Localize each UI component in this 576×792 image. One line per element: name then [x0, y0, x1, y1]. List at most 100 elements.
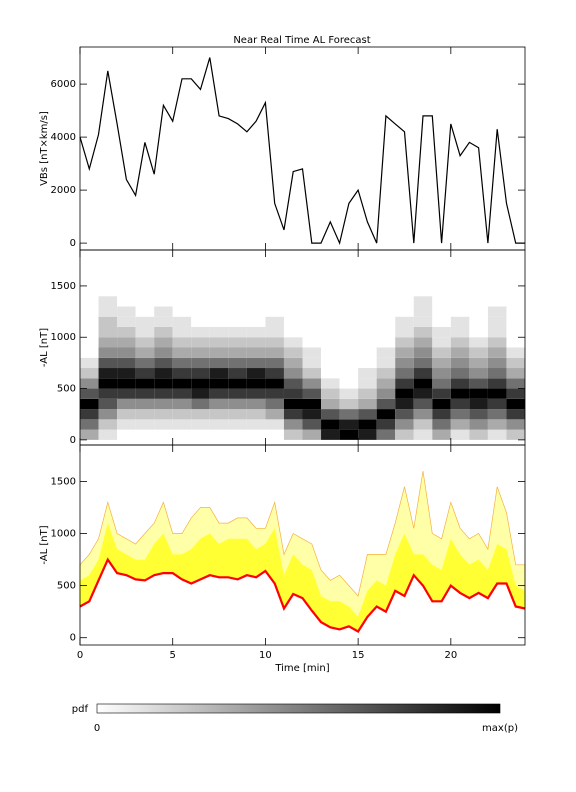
pdf-cell	[506, 378, 525, 389]
pdf-cell	[413, 347, 433, 358]
pdf-cell	[321, 409, 340, 420]
pdf-cell	[487, 409, 507, 420]
pdf-cell	[246, 398, 266, 410]
pdf-cell	[469, 357, 488, 369]
pdf-cell	[376, 347, 396, 358]
pdf-cell	[339, 326, 359, 338]
pdf-cell	[98, 296, 118, 307]
pdf-cell	[450, 285, 470, 297]
pdf-cell	[469, 347, 488, 358]
pdf-cell	[191, 388, 210, 399]
pdf-cell	[265, 368, 284, 379]
pdf-cell	[135, 409, 155, 420]
x-tick-label: 10	[259, 650, 272, 661]
pdf-cell	[432, 409, 451, 420]
pdf-cell	[432, 357, 451, 369]
pdf-cell	[376, 419, 396, 430]
pdf-cell	[154, 398, 173, 410]
pdf-cell	[432, 368, 451, 379]
pdf-cell	[321, 388, 340, 399]
y-tick-label: 0	[70, 238, 76, 249]
pdf-cell	[98, 398, 118, 410]
pdf-cell	[358, 337, 377, 348]
pdf-cell	[265, 357, 284, 369]
pdf-cell	[432, 306, 451, 317]
pdf-cell	[283, 368, 303, 379]
pdf-cell	[413, 378, 433, 389]
colorbar-label: pdf	[72, 704, 89, 715]
pdf-cell	[98, 337, 118, 348]
pdf-cell	[302, 409, 322, 420]
pdf-cell	[283, 337, 303, 348]
pdf-cell	[339, 388, 359, 399]
pdf-cell	[469, 378, 488, 389]
pdf-cell	[432, 296, 451, 307]
pdf-cell	[209, 357, 229, 369]
pdf-cell	[395, 409, 414, 420]
pdf-cell	[228, 357, 247, 369]
pdf-cell	[432, 316, 451, 327]
pdf-cell	[209, 419, 229, 430]
pdf-cell	[117, 337, 136, 348]
pdf-cell	[395, 316, 414, 327]
pdf-cell	[246, 316, 266, 327]
pdf-cell	[265, 316, 284, 327]
pdf-cell	[283, 388, 303, 399]
pdf-cell	[321, 378, 340, 389]
pdf-cell	[98, 347, 118, 358]
pdf-cell	[339, 409, 359, 420]
pdf-cell	[469, 337, 488, 348]
pdf-cell	[506, 398, 525, 410]
pdf-cell	[506, 368, 525, 379]
pdf-cell	[395, 357, 414, 369]
pdf-cell	[432, 337, 451, 348]
pdf-cell	[506, 388, 525, 399]
pdf-cell	[321, 398, 340, 410]
pdf-cell	[487, 285, 507, 297]
pdf-cell	[172, 388, 192, 399]
pdf-cell	[506, 306, 525, 317]
pdf-cell	[339, 398, 359, 410]
pdf-cell	[265, 419, 284, 430]
y-tick-label: 1000	[51, 332, 76, 343]
pdf-cell	[487, 316, 507, 327]
pdf-cell	[117, 306, 136, 317]
pdf-cell	[191, 306, 210, 317]
pdf-cell	[432, 378, 451, 389]
pdf-cell	[321, 357, 340, 369]
x-axis-label: Time [min]	[274, 663, 329, 674]
pdf-cell	[395, 347, 414, 358]
pdf-cell	[302, 285, 322, 297]
pdf-cell	[302, 296, 322, 307]
pdf-cell	[135, 378, 155, 389]
pdf-cell	[246, 419, 266, 430]
pdf-cell	[432, 419, 451, 430]
pdf-cell	[80, 388, 99, 399]
pdf-cell	[154, 368, 173, 379]
pdf-cell	[135, 429, 155, 440]
pdf-cell	[469, 296, 488, 307]
pdf-cell	[209, 285, 229, 297]
pdf-cell	[450, 429, 470, 440]
pdf-cell	[98, 429, 118, 440]
pdf-cell	[283, 398, 303, 410]
x-tick-label: 0	[77, 650, 83, 661]
pdf-cell	[358, 409, 377, 420]
pdf-cell	[358, 347, 377, 358]
pdf-cell	[191, 419, 210, 430]
pdf-cell	[191, 326, 210, 338]
pdf-cell	[209, 429, 229, 440]
pdf-cell	[487, 357, 507, 369]
pdf-cell	[339, 285, 359, 297]
pdf-cell	[154, 357, 173, 369]
pdf-cell	[469, 429, 488, 440]
chart-title: Near Real Time AL Forecast	[233, 35, 370, 46]
pdf-cell	[413, 419, 433, 430]
pdf-cell	[135, 285, 155, 297]
pdf-cell	[265, 398, 284, 410]
pdf-cell	[321, 429, 340, 440]
pdf-cell	[117, 388, 136, 399]
pdf-cell	[469, 316, 488, 327]
pdf-cell	[80, 337, 99, 348]
